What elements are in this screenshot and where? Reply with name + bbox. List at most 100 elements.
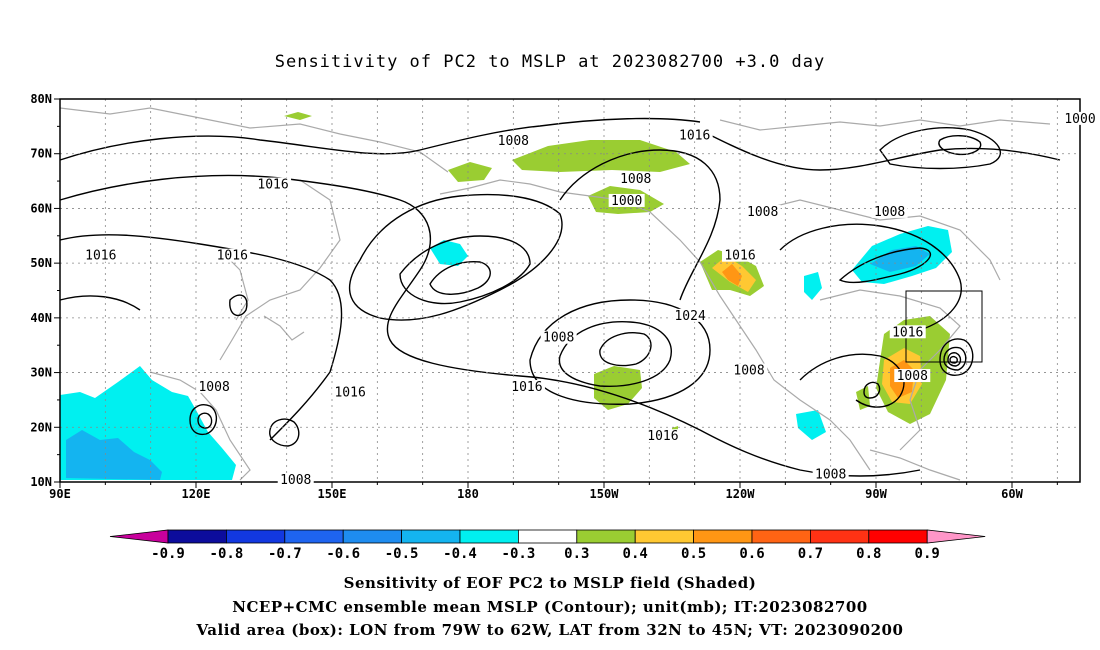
colorbar-swatch: [401, 529, 461, 544]
colorbar-label: -0.6: [326, 546, 360, 562]
shade-green-siberia: [448, 162, 492, 182]
contour-label: 1024: [674, 309, 705, 324]
lat-tick-label: 10N: [30, 475, 52, 489]
colorbar-label: -0.3: [502, 546, 536, 562]
contour-label-bg: [508, 379, 545, 393]
contour-label-bg: [644, 429, 681, 443]
colorbar: -0.9 -0.8 -0.7 -0.6 -0.5 -0.4 -0.3 0.3 0.4 0.5 0.6…: [109, 529, 986, 562]
lat-tick-label: 70N: [30, 147, 52, 161]
colorbar-label: 0.5: [681, 546, 706, 562]
lat-lon-grid: [60, 99, 1080, 482]
contour-label: 1008: [815, 468, 846, 483]
lat-tick-label: 30N: [30, 366, 52, 380]
contour-label-bg: [196, 379, 233, 393]
lat-tick-label: 20N: [30, 420, 52, 434]
colorbar-swatch: [634, 529, 695, 544]
contour-label: 1016: [334, 385, 365, 400]
lon-tick-label: 60W: [1001, 487, 1023, 501]
contour-label-bg: [894, 369, 931, 383]
contour-label-bg: [608, 193, 645, 207]
colorbar-label: 0.4: [623, 546, 648, 562]
contour-label: 1008: [733, 364, 764, 379]
lat-tick-label: 50N: [30, 256, 52, 270]
shade-blue-southwest: [66, 430, 162, 480]
colorbar-label: 0.7: [798, 546, 823, 562]
colorbar-swatch: [868, 529, 928, 544]
footer-line-2: NCEP+CMC ensemble mean MSLP (Contour); u…: [232, 598, 868, 616]
colorbar-swatch: [284, 529, 344, 544]
contour-label: 1016: [679, 128, 710, 143]
contour-label: 1016: [647, 429, 678, 444]
contour-label: 1008: [874, 205, 905, 220]
axis-ticks: 90E 120E 150E 180 150W 120W 90W 60W 80N 70N 60N 50N…: [30, 92, 1058, 501]
colorbar-label: 0.6: [739, 546, 764, 562]
colorbar-label: -0.4: [443, 546, 477, 562]
sensitivity-shading: [60, 112, 952, 480]
contour-label-bg: [889, 325, 926, 339]
colorbar-low-triangle: [109, 529, 169, 544]
contour-label-bg: [277, 473, 314, 486]
colorbar-swatch: [342, 529, 403, 544]
lon-tick-label: 90W: [865, 487, 887, 501]
contour-label-bg: [676, 128, 713, 142]
shade-green-pacific-high: [594, 366, 642, 410]
shade-cyan-gulf: [796, 410, 826, 440]
lon-tick-label: 180: [457, 487, 479, 501]
contour-label: 1000: [1064, 112, 1095, 127]
shade-blue-canada: [870, 246, 930, 272]
contour-label: 1016: [511, 380, 542, 395]
contour-label: 1016: [724, 249, 755, 264]
shade-green-northsea: [284, 112, 312, 120]
contour-label: 1016: [257, 178, 288, 193]
contour-label: 1008: [620, 172, 651, 187]
colorbar-label: -0.5: [385, 546, 419, 562]
shade-cyan-pacific: [430, 240, 468, 266]
colorbar-swatch: [518, 529, 578, 544]
contour-label-bg: [540, 330, 577, 344]
colorbar-label: 0.9: [915, 546, 940, 562]
lat-tick-label: 80N: [30, 92, 52, 106]
lon-tick-label: 90E: [49, 487, 71, 501]
footer-line-3: Valid area (box): LON from 79W to 62W, L…: [196, 621, 904, 639]
coastlines: [59, 107, 1051, 481]
contour-label-bg: [332, 385, 369, 399]
shade-cyan-greatlakes: [804, 272, 822, 300]
colorbar-swatch: [225, 529, 286, 544]
colorbar-label: -0.9: [151, 546, 185, 562]
contour-label-bg: [82, 248, 119, 262]
contour-label-bg: [617, 172, 654, 186]
contour-labels: 1008 1016 1000 1016 1008 1000 1008 1008 1016 1016…: [82, 111, 1098, 488]
colorbar-swatch: [810, 529, 870, 544]
contour-label: 1008: [198, 380, 229, 395]
lon-tick-label: 150W: [590, 487, 620, 501]
contour-label: 1000: [611, 194, 642, 209]
contour-label-bg: [722, 248, 758, 262]
contour-label-bg: [495, 133, 532, 147]
contour-label-bg: [214, 248, 251, 262]
contour-label-bg: [731, 363, 768, 377]
contour-label: 1008: [280, 473, 311, 488]
lon-tick-label: 150E: [318, 487, 347, 501]
contour-label-bg: [255, 177, 292, 191]
colorbar-swatch: [167, 529, 227, 544]
colorbar-swatch: [751, 529, 811, 544]
shade-green-arctic: [512, 140, 690, 172]
shade-orange-westcoast: [722, 264, 742, 286]
colorbar-label: 0.3: [564, 546, 589, 562]
contour-label-bg: [744, 204, 781, 218]
colorbar-swatch: [576, 529, 636, 544]
contour-label: 1008: [897, 369, 928, 384]
shade-green-gulf: [856, 386, 870, 410]
contour-label-bg: [812, 467, 849, 481]
contour-label: 1008: [543, 331, 574, 346]
contour-label: 1008: [498, 134, 529, 149]
contour-label: 1016: [85, 249, 116, 264]
contour-label-bg: [672, 308, 709, 322]
colorbar-label: -0.8: [210, 546, 244, 562]
lon-tick-label: 120E: [182, 487, 211, 501]
colorbar-high-triangle: [926, 529, 986, 544]
contour-label: 1008: [747, 205, 778, 220]
footer-line-1: Sensitivity of EOF PC2 to MSLP field (Sh…: [343, 574, 757, 592]
contour-label: 1016: [217, 249, 248, 264]
